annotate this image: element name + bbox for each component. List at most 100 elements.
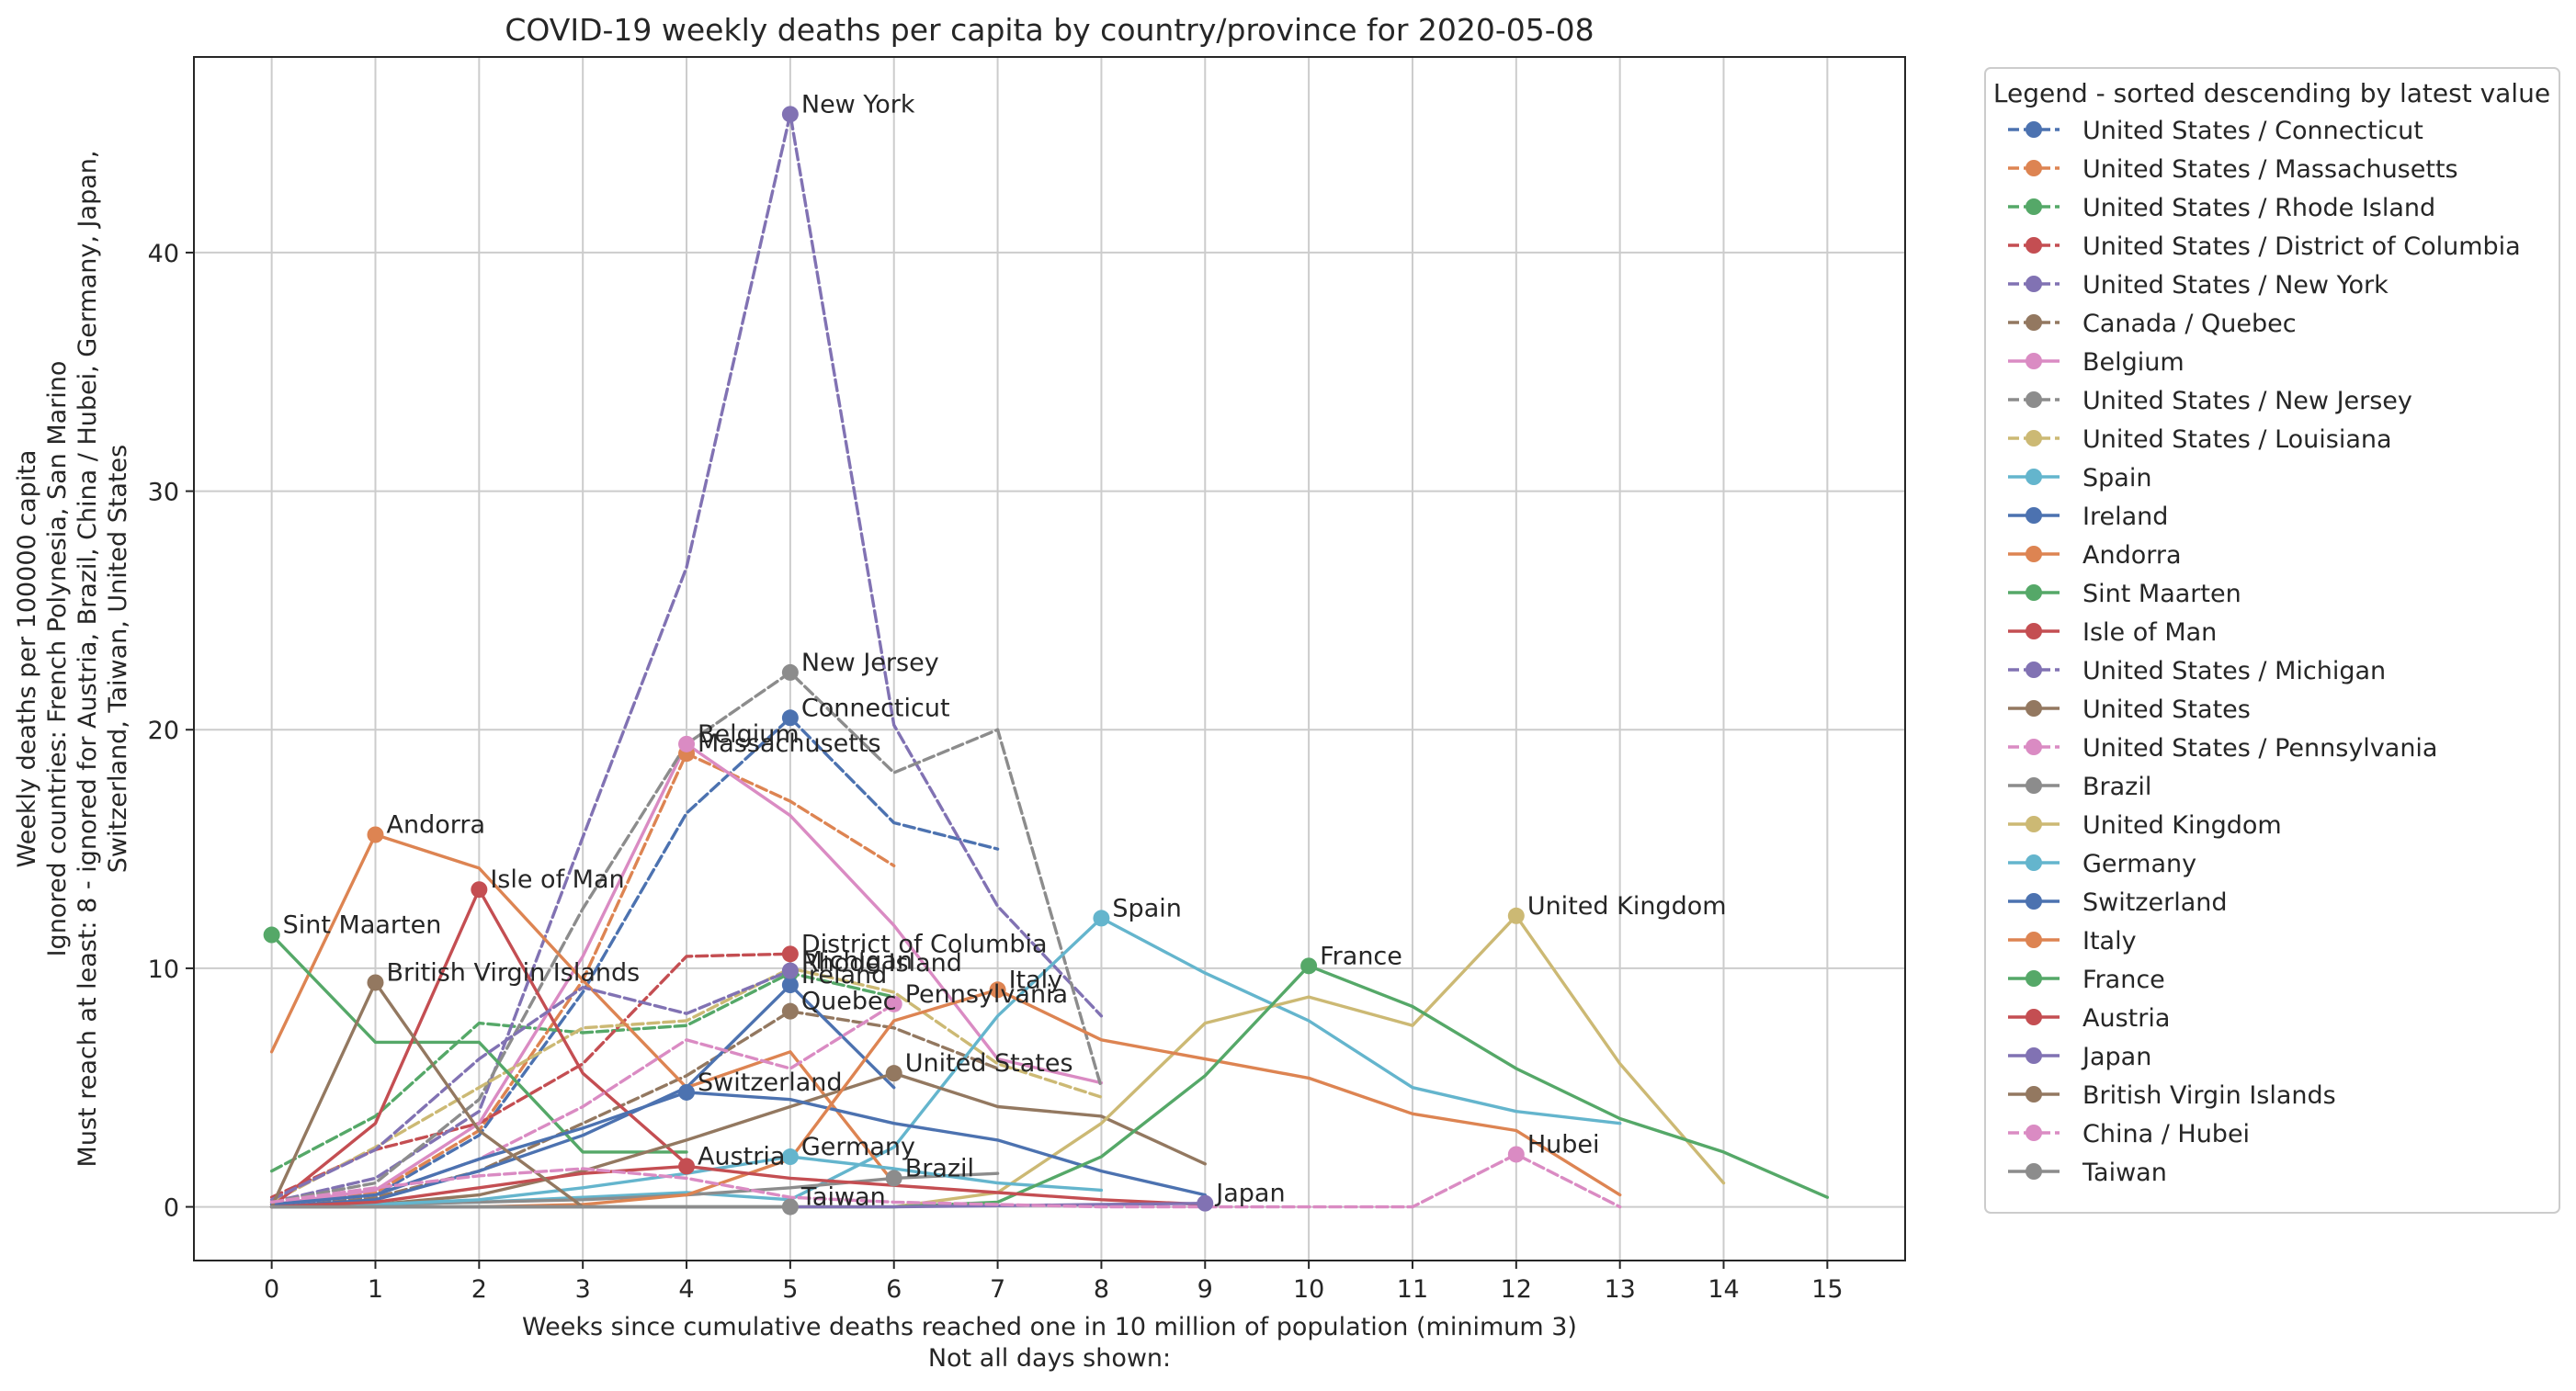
legend-swatch-marker	[2026, 198, 2042, 215]
legend-item: United States / Massachusetts	[2008, 155, 2458, 184]
legend-item: Belgium	[2008, 348, 2184, 377]
legend-item-label: Brazil	[2082, 773, 2151, 801]
x-axis-label-line: Not all days shown:	[928, 1344, 1171, 1373]
series-marker	[1507, 907, 1525, 924]
x-tick-label: 10	[1293, 1275, 1324, 1304]
series-point-label: Andorra	[386, 811, 485, 840]
series-line	[269, 967, 1104, 1204]
legend-swatch-marker	[2026, 662, 2042, 678]
series-marker	[678, 735, 696, 752]
x-tick-label: 8	[1094, 1275, 1109, 1304]
series-marker	[781, 945, 799, 963]
series-marker	[781, 709, 799, 727]
series-point-label: Connecticut	[801, 694, 950, 722]
legend-item-label: United States / Connecticut	[2082, 117, 2423, 145]
legend-swatch-marker	[2026, 1163, 2042, 1180]
series-point-label: Japan	[1214, 1180, 1285, 1208]
series-marker	[885, 1065, 902, 1082]
y-tick-label: 0	[164, 1194, 179, 1223]
legend-item: United States / Rhode Island	[2008, 194, 2435, 222]
series-marker	[263, 926, 280, 944]
x-axis-label: Weeks since cumulative deaths reached on…	[522, 1313, 1577, 1373]
series-point-label: Pennsylvania	[905, 980, 1068, 1009]
series-marker	[471, 881, 488, 899]
legend-item: United States / Michigan	[2008, 657, 2386, 685]
legend-item: Spain	[2008, 464, 2151, 492]
series-marker	[1507, 1146, 1525, 1163]
series-marker	[678, 1083, 696, 1101]
legend-item-label: United States / Michigan	[2082, 657, 2386, 685]
legend-item-label: Isle of Man	[2082, 618, 2217, 647]
legend-swatch-marker	[2026, 1047, 2042, 1064]
series-marker	[678, 1158, 696, 1175]
y-tick-label: 20	[148, 717, 179, 745]
grid-layer	[194, 57, 1905, 1261]
legend-item: United States / Pennsylvania	[2008, 734, 2437, 763]
legend-item: Brazil	[2008, 773, 2151, 801]
legend-item-label: United States / District of Columbia	[2082, 232, 2521, 261]
series-marker	[885, 995, 902, 1012]
series-line	[269, 968, 792, 1202]
legend-swatch-marker	[2026, 777, 2042, 794]
legend-item-label: United States / Rhode Island	[2082, 194, 2435, 222]
series-point-label: Austria	[698, 1142, 785, 1170]
legend-item: British Virgin Islands	[2008, 1081, 2336, 1110]
legend-swatch-marker	[2026, 314, 2042, 331]
legend-item: Germany	[2008, 850, 2196, 878]
series-marker	[781, 977, 799, 994]
legend-swatch-marker	[2026, 391, 2042, 408]
legend-item-label: United States / Louisiana	[2082, 425, 2392, 454]
series-point-label: United States	[905, 1049, 1073, 1078]
legend-swatch-marker	[2026, 816, 2042, 832]
legend: Legend - sorted descending by latest val…	[1984, 67, 2560, 1214]
series-line	[269, 1071, 1208, 1209]
plot-area-frame	[193, 56, 1906, 1261]
legend-item-label: Italy	[2082, 927, 2137, 956]
legend-item: Sint Maarten	[2008, 580, 2241, 608]
series-point-label: Belgium	[698, 720, 800, 749]
series-line	[269, 980, 584, 1209]
legend-item: France	[2008, 966, 2165, 994]
legend-item: China / Hubei	[2008, 1120, 2250, 1148]
series-marker	[367, 974, 384, 991]
x-tick-label: 0	[264, 1275, 279, 1304]
y-axis-label-line: Switzerland, Taiwan, United States	[104, 445, 132, 873]
series-point-label: Brazil	[905, 1154, 974, 1182]
series-point-label: Ireland	[801, 961, 887, 990]
series-point-label: Switzerland	[698, 1069, 843, 1097]
x-tick-label: 4	[678, 1275, 694, 1304]
legend-item-label: Switzerland	[2082, 888, 2228, 917]
series-line	[269, 1091, 1208, 1206]
series-line	[269, 1009, 1000, 1206]
legend-box	[1984, 67, 2560, 1214]
series-point-label: France	[1320, 942, 1402, 970]
series-point-label: New York	[801, 90, 915, 119]
legend-item-label: United Kingdom	[2082, 811, 2282, 840]
legend-item-label: Ireland	[2082, 503, 2168, 531]
x-axis-label-line: Weeks since cumulative deaths reached on…	[522, 1313, 1577, 1341]
legend-item: United States / Louisiana	[2008, 425, 2392, 454]
x-tick-label: 6	[886, 1275, 902, 1304]
series-marker	[781, 962, 799, 979]
legend-swatch-marker	[2026, 854, 2042, 871]
x-tick-label: 5	[782, 1275, 798, 1304]
legend-item: United States / District of Columbia	[2008, 232, 2521, 261]
series-marker	[1093, 910, 1110, 927]
series-point-label: District of Columbia	[801, 930, 1048, 958]
x-tick-label: 13	[1604, 1275, 1635, 1304]
y-axis-label-line: Weekly deaths per 100000 capita	[13, 450, 41, 868]
legend-item-label: Taiwan	[2082, 1159, 2167, 1187]
legend-item: Switzerland	[2008, 888, 2228, 917]
legend-item-label: Austria	[2082, 1004, 2170, 1033]
legend-swatch-marker	[2026, 1009, 2042, 1025]
legend-swatch-marker	[2026, 893, 2042, 910]
legend-item-label: United States / Massachusetts	[2082, 155, 2458, 184]
legend-item: Canada / Quebec	[2008, 310, 2297, 338]
legend-item: Isle of Man	[2008, 618, 2217, 647]
legend-item-label: Canada / Quebec	[2082, 310, 2297, 338]
series-point-label: Sint Maarten	[283, 911, 442, 940]
legend-item: Italy	[2008, 927, 2137, 956]
x-tick-label: 7	[990, 1275, 1005, 1304]
